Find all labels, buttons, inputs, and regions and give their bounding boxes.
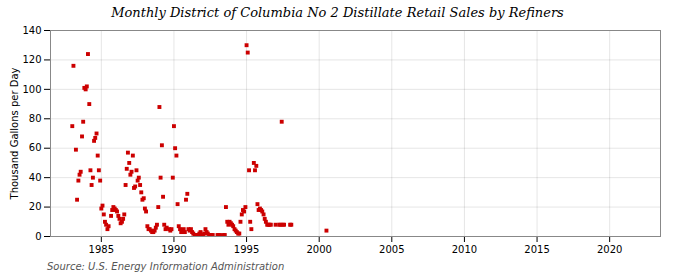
- svg-text:120: 120: [22, 54, 41, 65]
- svg-text:140: 140: [22, 25, 41, 36]
- html-text:Monthly District of Columbia N: Monthly District of Columbia No 2 Distil…: [111, 5, 564, 20]
- svg-text:2015: 2015: [524, 244, 549, 255]
- svg-text:20: 20: [29, 201, 42, 212]
- svg-text:2005: 2005: [379, 244, 404, 255]
- svg-text:60: 60: [29, 142, 42, 153]
- svg-text:0: 0: [35, 231, 41, 242]
- svg-text:2010: 2010: [452, 244, 477, 255]
- svg-text:1990: 1990: [161, 244, 186, 255]
- svg-text:2020: 2020: [597, 244, 622, 255]
- html-text:Source: U.S. Energy Informatio: Source: U.S. Energy Information Administ…: [47, 261, 285, 272]
- svg-text:Thousand Gallons per Day: Thousand Gallons per Day: [9, 67, 20, 200]
- svg-text:1985: 1985: [89, 244, 114, 255]
- svg-text:100: 100: [22, 84, 41, 95]
- svg-text:80: 80: [29, 113, 42, 124]
- svg-text:40: 40: [29, 172, 42, 183]
- svg-text:1995: 1995: [234, 244, 259, 255]
- svg-text:2000: 2000: [306, 244, 331, 255]
